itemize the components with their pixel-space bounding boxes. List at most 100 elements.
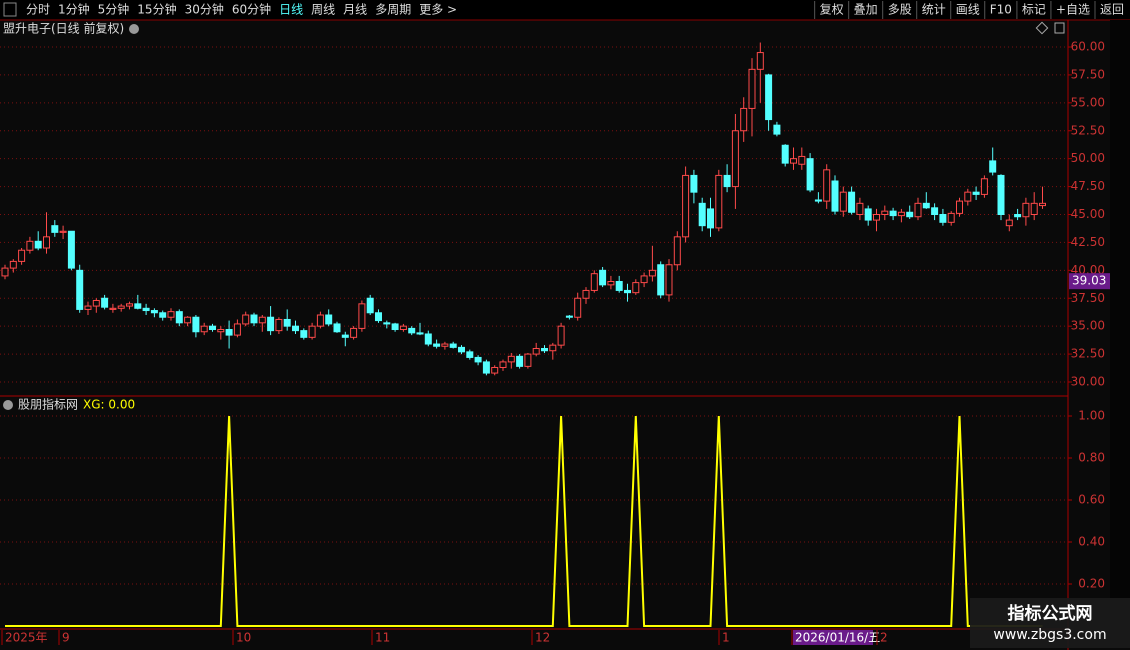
toolbar-item[interactable]: 更多 > (419, 3, 457, 17)
candle-body (209, 325, 216, 331)
candle-body (557, 325, 565, 346)
y-tick-label: 50.00 (1071, 151, 1105, 165)
candle-body (408, 327, 416, 334)
candle-body (67, 230, 75, 269)
candle-body (565, 315, 573, 318)
candle-body (59, 230, 67, 233)
candle-body (997, 174, 1005, 216)
candle-body (740, 107, 748, 132)
candle-body (51, 225, 59, 233)
chart-title: 盟升电子(日线 前复权) (3, 21, 124, 36)
candle-body (242, 314, 250, 325)
candle-body (615, 281, 623, 291)
candle-body (599, 269, 607, 286)
candle-body (682, 174, 690, 238)
toolbar-button[interactable]: 统计 (922, 3, 946, 17)
candle-body (350, 327, 358, 338)
toolbar-button[interactable]: 返回 (1100, 3, 1124, 17)
candle-body (142, 307, 150, 312)
toolbar-item[interactable]: 周线 (311, 3, 335, 17)
y-tick-label: 0.80 (1078, 451, 1105, 465)
candle-body (101, 297, 109, 308)
candle-body (624, 289, 631, 294)
y-tick-label: 35.00 (1071, 319, 1105, 333)
candle-body (1022, 202, 1030, 218)
candle-body (889, 210, 897, 217)
toolbar-button[interactable]: 画线 (956, 3, 980, 17)
candle-body (175, 311, 183, 324)
toolbar-button[interactable]: 复权 (820, 3, 844, 17)
toolbar-item[interactable]: 5分钟 (98, 2, 130, 17)
side-strip (1110, 20, 1130, 630)
candle-body (989, 160, 997, 173)
candle-body (325, 314, 333, 325)
candle-body (698, 202, 706, 227)
candle-body (441, 343, 449, 347)
candle-body (283, 318, 291, 327)
candle-body (931, 207, 939, 216)
candle-body (491, 366, 499, 374)
candle-body (574, 297, 582, 318)
y-tick-label: 32.50 (1071, 347, 1105, 361)
candle-body (1030, 202, 1038, 215)
toolbar-item[interactable]: 1分钟 (58, 2, 90, 17)
y-tick-label: 0.40 (1078, 535, 1105, 549)
toolbar-item[interactable]: 日线 (279, 3, 303, 17)
candle-body (657, 264, 665, 296)
y-tick-label: 55.00 (1071, 95, 1105, 109)
toolbar-button[interactable]: 标记 (1022, 3, 1046, 17)
y-tick-label: 0.60 (1078, 493, 1105, 507)
toolbar-button[interactable]: F10 (990, 3, 1012, 17)
toolbar-item[interactable]: 15分钟 (137, 2, 176, 17)
panel-toggle[interactable] (3, 2, 17, 17)
candle-body (43, 236, 50, 249)
candle-body (499, 361, 507, 368)
y-tick-label: 57.50 (1071, 67, 1105, 81)
settings-icon[interactable] (1035, 21, 1049, 35)
candle-body (233, 323, 241, 336)
indicator-line (5, 415, 1043, 627)
x-tick-label: 12 (535, 631, 550, 645)
candle-body (790, 158, 797, 164)
x-tick-label: 11 (375, 631, 390, 645)
toolbar (0, 0, 1130, 20)
toolbar-item[interactable]: 60分钟 (232, 2, 271, 17)
toolbar-button[interactable]: 叠加 (854, 3, 878, 17)
window-icon[interactable] (1054, 22, 1065, 34)
candle-body (707, 208, 714, 229)
toolbar-item[interactable]: 分时 (26, 3, 50, 17)
toolbar-item[interactable]: 月线 (343, 3, 367, 17)
candle-body (117, 305, 125, 309)
candle-body (673, 236, 681, 266)
candle-body (250, 314, 258, 324)
candle-body (756, 52, 764, 70)
candle-body (607, 281, 615, 286)
toolbar-item[interactable]: 30分钟 (185, 2, 224, 17)
candle-body (416, 332, 424, 335)
candle-body (383, 322, 391, 325)
candle-body (9, 260, 17, 269)
legend: XG: 0.00 (83, 398, 135, 412)
watermark-url: www.zbgs3.com (993, 627, 1106, 643)
collapse-icon[interactable] (3, 400, 13, 410)
candle-body (184, 316, 192, 324)
y-tick-label: 0.20 (1078, 577, 1105, 591)
title-menu-icon[interactable] (129, 24, 139, 34)
candle-body (765, 74, 773, 121)
candle-body (474, 356, 482, 363)
x-tick-label: 2025年 (5, 631, 48, 645)
y-tick-label: 30.00 (1071, 375, 1105, 389)
cursor-date-box (793, 630, 873, 645)
candle-body (399, 325, 407, 331)
candle-body (126, 303, 133, 307)
toolbar-item[interactable]: 多周期 (375, 3, 411, 17)
candle-body (458, 346, 465, 353)
toolbar-button[interactable]: +自选 (1056, 3, 1090, 17)
candle-body (856, 202, 864, 215)
candle-body (76, 269, 84, 310)
toolbar-button[interactable]: 多股 (888, 3, 912, 17)
candle-body (814, 199, 822, 202)
candle-body (648, 269, 656, 277)
